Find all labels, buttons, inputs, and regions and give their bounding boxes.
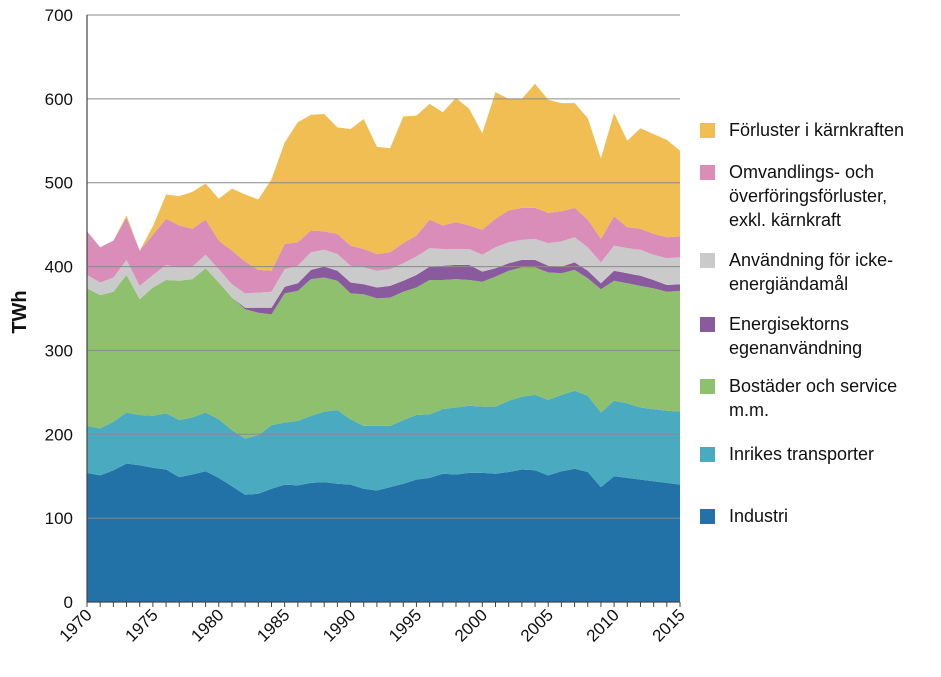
x-tick-label: 1970 xyxy=(56,605,96,645)
area-layer xyxy=(87,83,680,602)
x-tick-label: 2005 xyxy=(517,605,557,645)
series-area-2 xyxy=(87,267,680,439)
legend-item: Energisektorns egenanvändning xyxy=(700,312,862,360)
legend-label: Förluster i kärnkraften xyxy=(729,120,905,140)
legend-label: Industri xyxy=(729,506,789,526)
series-area-5 xyxy=(87,207,680,294)
x-tick-label: 1975 xyxy=(122,605,162,645)
legend-label: Inrikes transporter xyxy=(729,444,875,464)
series-area-6 xyxy=(87,83,680,271)
legend-swatch xyxy=(700,509,715,524)
y-tick-label: 500 xyxy=(45,174,73,193)
legend-item: Inrikes transporter xyxy=(700,442,874,466)
legend-swatch xyxy=(700,317,715,332)
x-tick-label: 1980 xyxy=(187,605,227,645)
x-tick-label: 2010 xyxy=(583,605,623,645)
legend-label: Energisektorns egenanvändning xyxy=(729,314,863,358)
y-tick-label: 300 xyxy=(45,341,73,360)
series-area-4 xyxy=(87,237,680,308)
legend-item: Förluster i kärnkraften xyxy=(700,118,904,142)
legend-label: Bostäder och service m.m. xyxy=(729,376,898,420)
y-tick-label: 100 xyxy=(45,509,73,528)
series-area-3 xyxy=(87,259,680,315)
x-tick-label: 2015 xyxy=(649,605,689,645)
legend-item: Användning för icke- energiändamål xyxy=(700,248,893,296)
x-tick-label: 1995 xyxy=(385,605,425,645)
y-tick-label: 400 xyxy=(45,258,73,277)
legend-swatch xyxy=(700,253,715,268)
series-area-1 xyxy=(87,390,680,495)
series-area-0 xyxy=(87,463,680,602)
y-tick-label: 700 xyxy=(45,6,73,25)
legend-swatch xyxy=(700,123,715,138)
legend-label: Användning för icke- energiändamål xyxy=(729,250,894,294)
x-tick-label: 1985 xyxy=(253,605,293,645)
legend-item: Omvandlings- och överföringsförluster, e… xyxy=(700,160,887,232)
x-tick-label: 2000 xyxy=(451,605,491,645)
legend-item: Industri xyxy=(700,504,788,528)
legend-label: Omvandlings- och överföringsförluster, e… xyxy=(729,162,888,230)
legend-swatch xyxy=(700,165,715,180)
legend-item: Bostäder och service m.m. xyxy=(700,374,897,422)
y-tick-label: 0 xyxy=(64,593,73,612)
legend-swatch xyxy=(700,447,715,462)
y-tick-label: 600 xyxy=(45,90,73,109)
y-tick-label: 200 xyxy=(45,425,73,444)
y-axis-label: TWh xyxy=(9,290,31,333)
x-tick-label: 1990 xyxy=(319,605,359,645)
legend-swatch xyxy=(700,379,715,394)
